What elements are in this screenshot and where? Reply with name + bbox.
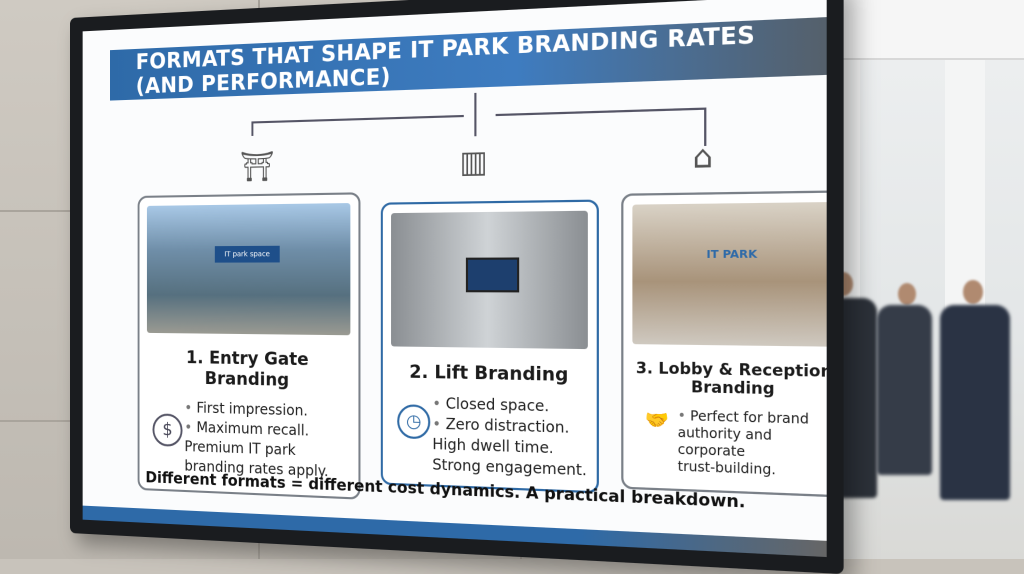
reception-desk-icon: ⌂ <box>692 137 714 176</box>
archway-icon: ⛩ <box>239 148 275 184</box>
lobby-photo: IT PARK <box>632 201 827 347</box>
card-lift: 2. Lift Branding Closed space. Zero dist… <box>380 199 599 494</box>
elevator-icon: ▥ <box>459 143 488 180</box>
card-heading: 3. Lobby & Reception Branding <box>635 359 827 399</box>
card-entry-gate: IT park space 1. Entry Gate Branding Fir… <box>137 192 361 500</box>
clock-icon: ◷ <box>397 404 431 440</box>
handshake-shield-icon: 🤝 <box>645 409 670 433</box>
person-walking <box>877 305 932 475</box>
entry-gate-photo: IT park space <box>146 203 351 336</box>
card-heading: 1. Entry Gate Branding <box>186 347 309 391</box>
display-title: FORMATS THAT SHAPE IT PARK BRANDING RATE… <box>109 17 827 101</box>
dollar-icon: $ <box>152 413 183 447</box>
lift-photo <box>391 210 588 350</box>
card-heading: 2. Lift Branding <box>409 361 569 387</box>
wall-display: FORMATS THAT SHAPE IT PARK BRANDING RATE… <box>70 0 844 574</box>
card-lobby-reception: IT PARK 3. Lobby & Reception Branding Pe… <box>621 190 827 498</box>
person-walking <box>940 305 1010 500</box>
